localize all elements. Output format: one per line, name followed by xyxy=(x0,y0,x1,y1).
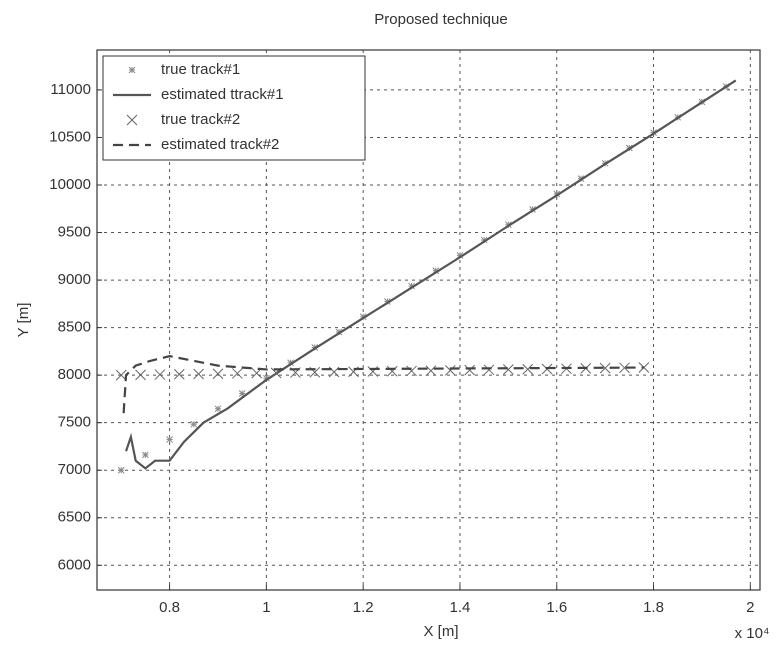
marker xyxy=(173,368,185,380)
marker-stroke xyxy=(425,365,437,377)
marker-stroke xyxy=(135,369,146,381)
y-tick-label: 8500 xyxy=(58,319,91,336)
x-tick-label: 2 xyxy=(746,599,754,616)
legend-label: true track#2 xyxy=(161,111,240,128)
marker xyxy=(464,364,475,376)
marker xyxy=(425,365,437,377)
marker xyxy=(117,466,125,474)
marker-stroke xyxy=(154,369,166,380)
x-axis-label: X [m] xyxy=(423,623,458,640)
x-tick-label: 1.4 xyxy=(450,599,471,616)
marker-stroke xyxy=(502,364,514,375)
marker-stroke xyxy=(193,368,204,380)
marker-stroke xyxy=(619,362,630,374)
marker xyxy=(126,114,138,126)
y-tick-label: 9000 xyxy=(58,271,91,288)
marker xyxy=(154,369,166,380)
marker xyxy=(619,362,630,374)
series-line xyxy=(124,79,737,470)
marker-stroke xyxy=(126,114,138,126)
marker xyxy=(135,369,146,381)
marker xyxy=(212,368,224,380)
marker-stroke xyxy=(115,369,127,381)
marker-stroke xyxy=(406,365,417,377)
y-tick-label: 8000 xyxy=(58,366,91,383)
x-tick-label: 1.2 xyxy=(353,599,374,616)
legend-box xyxy=(102,55,366,161)
marker xyxy=(190,420,198,428)
chart-title: Proposed technique xyxy=(374,11,507,28)
plot-frame xyxy=(96,49,761,591)
marker-stroke xyxy=(522,363,534,375)
marker-stroke xyxy=(444,365,456,376)
marker-stroke xyxy=(309,366,321,378)
marker xyxy=(115,369,127,381)
y-tick-label: 6000 xyxy=(58,556,91,573)
x-tick-label: 1.6 xyxy=(546,599,567,616)
x-tick-label: 1.8 xyxy=(643,599,664,616)
marker xyxy=(128,66,136,74)
marker xyxy=(214,405,222,413)
marker xyxy=(406,365,417,377)
marker-stroke xyxy=(173,368,185,380)
marker xyxy=(444,365,456,376)
y-tick-label: 11000 xyxy=(50,81,91,98)
legend-label: true track#1 xyxy=(161,61,240,78)
marker-stroke xyxy=(464,364,475,376)
marker xyxy=(193,368,204,380)
series-line xyxy=(122,355,644,414)
marker xyxy=(522,363,534,375)
y-tick-label: 9500 xyxy=(58,224,91,241)
marker xyxy=(142,451,149,459)
marker xyxy=(166,436,173,443)
y-tick-label: 7500 xyxy=(58,414,91,431)
legend-label: estimated ttrack#1 xyxy=(161,86,284,103)
y-tick-label: 10000 xyxy=(49,176,91,193)
marker-stroke xyxy=(483,364,495,376)
legend-label: estimated track#2 xyxy=(161,136,279,153)
y-tick-label: 10500 xyxy=(49,128,91,145)
x-tick-label: 0.8 xyxy=(159,599,180,616)
marker-stroke xyxy=(212,368,224,380)
marker xyxy=(502,364,514,375)
x-scale-label: x 10⁴ xyxy=(735,625,770,642)
marker xyxy=(483,364,495,376)
y-tick-label: 7000 xyxy=(58,461,91,478)
x-tick-label: 1 xyxy=(262,599,270,616)
marker xyxy=(599,362,611,374)
marker-stroke xyxy=(328,366,340,378)
marker xyxy=(231,368,243,379)
y-tick-label: 6500 xyxy=(58,509,91,526)
marker-stroke xyxy=(231,368,243,379)
marker-stroke xyxy=(599,362,611,374)
y-axis-label: Y [m] xyxy=(15,303,32,338)
